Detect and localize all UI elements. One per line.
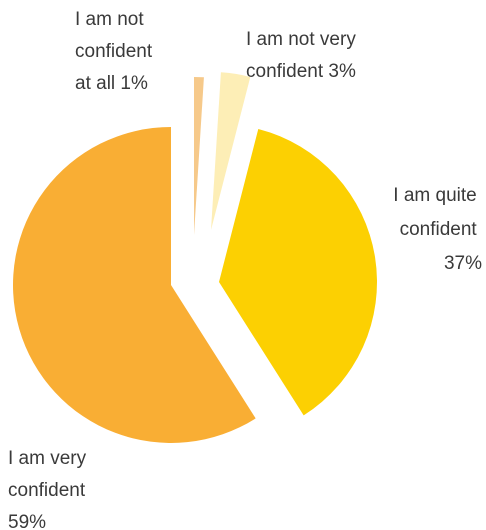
label-very-line-3: 59%: [8, 512, 46, 530]
label-very-line-2: confident: [8, 480, 86, 501]
label-quite-line-2: confident: [400, 219, 478, 240]
label-not-at-all-line-3: at all 1%: [75, 73, 148, 94]
label-quite-line-1: I am quite: [393, 185, 476, 206]
label-not-at-all-line-1: I am not: [75, 9, 144, 30]
slice-not-very-confident: [211, 72, 251, 231]
label-quite-confident: I am quite confident 37%: [393, 185, 482, 274]
label-not-very-line-2: confident 3%: [246, 61, 356, 82]
label-quite-line-3: 37%: [444, 253, 482, 274]
label-very-line-1: I am very: [8, 448, 87, 469]
label-not-at-all-line-2: confident: [75, 41, 153, 62]
label-very-confident: I am very confident 59%: [8, 448, 91, 530]
slice-not-confident-at-all: [194, 77, 204, 235]
label-not-very-line-1: I am not very: [246, 29, 356, 50]
label-not-confident-at-all: I am not confident at all 1%: [75, 9, 157, 94]
slice-quite-confident: [219, 128, 377, 416]
pie-slices: [12, 72, 377, 443]
slice-very-confident: [12, 127, 256, 443]
label-not-very-confident: I am not very confident 3%: [246, 29, 361, 82]
